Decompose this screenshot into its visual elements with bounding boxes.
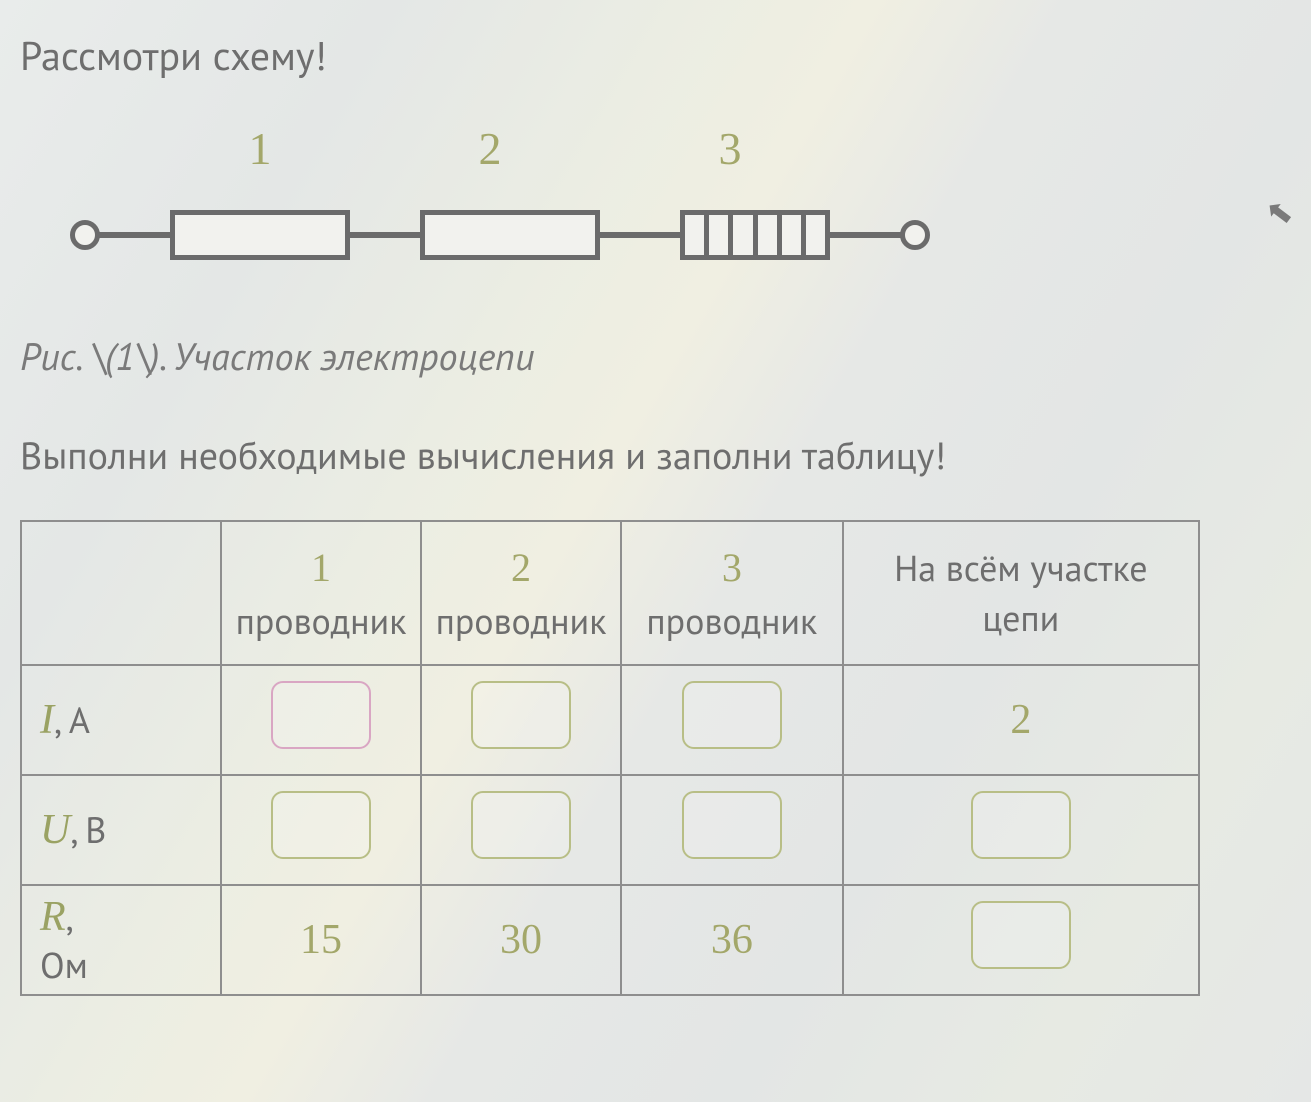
input-I-1[interactable]	[271, 681, 371, 749]
value-I-total: 2	[1010, 697, 1031, 743]
circuit-diagram: 1 2 3	[70, 122, 970, 292]
wire-segment	[825, 232, 905, 238]
resistor-1	[170, 210, 350, 260]
cursor-icon: ⬉	[1263, 188, 1295, 233]
resistor-label-3: 3	[719, 122, 742, 175]
input-I-3[interactable]	[682, 681, 782, 749]
input-U-1[interactable]	[271, 791, 371, 859]
column-header-3: 3 проводник	[621, 521, 843, 665]
instruction-text: Выполни необходимые вычисления и заполни…	[20, 431, 1291, 480]
input-R-total[interactable]	[971, 901, 1071, 969]
table-row-voltage: U, В	[21, 775, 1199, 885]
column-header-2: 2 проводник	[421, 521, 621, 665]
column-header-1: 1 проводник	[221, 521, 421, 665]
row-label-U: U, В	[21, 775, 221, 885]
row-label-I: I, А	[21, 665, 221, 775]
input-U-2[interactable]	[471, 791, 571, 859]
column-header-total: На всём участке цепи	[843, 521, 1199, 665]
row-label-R: R, Ом	[21, 885, 221, 995]
input-U-3[interactable]	[682, 791, 782, 859]
data-table: 1 проводник 2 проводник 3 проводник На в…	[20, 520, 1200, 996]
page-title: Рассмотри схему!	[20, 30, 1291, 82]
terminal-right	[900, 220, 930, 250]
resistor-label-2: 2	[479, 122, 502, 175]
table-corner	[21, 521, 221, 665]
table-row-resistance: R, Ом 15 30 36	[21, 885, 1199, 995]
wire-segment	[345, 232, 425, 238]
wire-segment	[595, 232, 685, 238]
resistor-label-1: 1	[249, 122, 272, 175]
value-R-2: 30	[500, 917, 542, 963]
input-U-total[interactable]	[971, 791, 1071, 859]
table-body: I, А 2 U, В R, Ом 15 30 36	[21, 665, 1199, 995]
resistor-3-rheostat	[680, 210, 830, 260]
value-R-3: 36	[711, 917, 753, 963]
wire-segment	[95, 232, 175, 238]
figure-caption: Рис. \(1\). Участок электроцепи	[20, 332, 1291, 381]
input-I-2[interactable]	[471, 681, 571, 749]
value-R-1: 15	[300, 917, 342, 963]
resistor-2	[420, 210, 600, 260]
table-row-current: I, А 2	[21, 665, 1199, 775]
